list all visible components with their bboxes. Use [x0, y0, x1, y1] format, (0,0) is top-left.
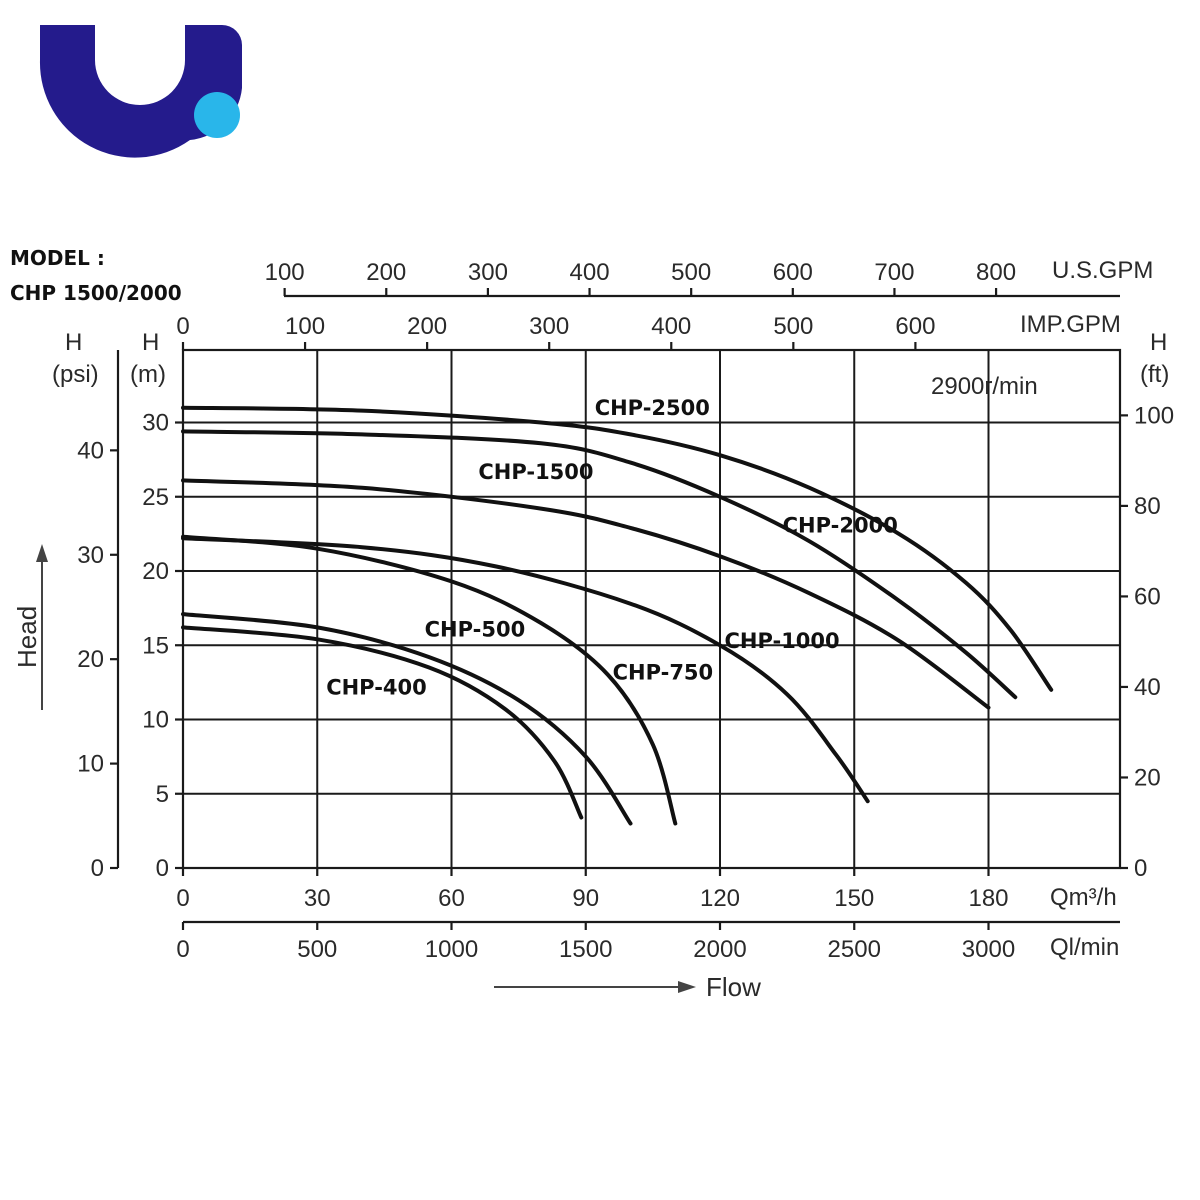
curves — [181, 405, 1054, 826]
curve-label-chp-2500: CHP-2500 — [595, 396, 710, 420]
curve-chp-750 — [181, 534, 678, 826]
m-axis-tick-label: 30 — [142, 410, 169, 437]
usgpm-axis-tick-label: 500 — [671, 259, 711, 286]
ft-axis-tick-label: 80 — [1134, 493, 1161, 520]
m-axis-tick-label: 0 — [156, 855, 169, 882]
curve-label-chp-750: CHP-750 — [613, 660, 714, 684]
usgpm-axis-tick-label: 300 — [468, 259, 508, 286]
ft-axis-tick-label: 60 — [1134, 583, 1161, 610]
psi-axis-tick-label: 0 — [91, 855, 104, 882]
curve-label-chp-1000: CHP-1000 — [724, 629, 839, 653]
ft-axis-tick-label: 100 — [1134, 402, 1174, 429]
grid — [181, 348, 1122, 870]
usgpm-axis-tick-label: 700 — [874, 259, 914, 286]
impgpm-axis-tick-label: 600 — [895, 313, 935, 340]
m3h-unit-label: Qm³/h — [1050, 884, 1117, 911]
psi-axis-tick-label: 40 — [77, 437, 104, 464]
lmin-axis-tick-label: 3000 — [962, 936, 1015, 963]
m-axis-label-top: H — [142, 329, 159, 356]
psi-axis-tick-label: 10 — [77, 751, 104, 778]
m3h-axis-tick-label: 60 — [438, 885, 465, 912]
impgpm-unit-label: IMP.GPM — [1020, 311, 1121, 338]
curve-chp-2500 — [181, 405, 1054, 692]
m3h-axis-tick-label: 0 — [176, 885, 189, 912]
usgpm-axis-tick-label: 400 — [570, 259, 610, 286]
ft-axis-label-top: H — [1150, 329, 1167, 356]
plot-frame — [181, 348, 1122, 870]
m3h-axis-tick-label: 30 — [304, 885, 331, 912]
head-arrow-icon — [36, 544, 48, 562]
lmin-axis-tick-label: 1000 — [425, 936, 478, 963]
curve-chp-400 — [181, 625, 584, 820]
curve-labels: CHP-2500 CHP-2000 CHP-1500 CHP-1000 CHP-750 C… — [326, 396, 898, 699]
ft-axis-tick-label: 20 — [1134, 764, 1161, 791]
curve-label-chp-1500: CHP-1500 — [478, 460, 593, 484]
speed-label: 2900r/min — [931, 373, 1038, 400]
head-axis-title: Head — [12, 606, 42, 668]
impgpm-axis-tick-label: 200 — [407, 313, 447, 340]
m-axis-tick-label: 25 — [142, 484, 169, 511]
impgpm-axis-tick-label: 0 — [176, 313, 189, 340]
lmin-axis-tick-label: 0 — [176, 936, 189, 963]
m-axis-label-unit: (m) — [130, 361, 166, 388]
ft-axis-label-unit: (ft) — [1140, 361, 1169, 388]
lmin-unit-label: Ql/min — [1050, 934, 1119, 961]
curve-chp-2000 — [181, 429, 1018, 700]
lmin-axis-tick-label: 2000 — [693, 936, 746, 963]
ft-axis-tick-label: 40 — [1134, 674, 1161, 701]
curve-label-chp-400: CHP-400 — [326, 675, 427, 699]
m3h-axis-tick-label: 90 — [572, 885, 599, 912]
usgpm-axis-tick-label: 600 — [773, 259, 813, 286]
usgpm-axis-tick-label: 800 — [976, 259, 1016, 286]
curve-chp-500 — [181, 612, 633, 826]
m-axis-tick-label: 15 — [142, 632, 169, 659]
psi-axis-tick-label: 20 — [77, 646, 104, 673]
psi-axis-label-unit: (psi) — [52, 361, 99, 388]
psi-axis-tick-label: 30 — [77, 542, 104, 569]
logo-dot — [194, 92, 240, 138]
ft-axis-tick-label: 0 — [1134, 855, 1147, 882]
curve-chp-1000 — [181, 536, 870, 804]
curve-label-chp-500: CHP-500 — [425, 617, 526, 641]
usgpm-axis-tick-label: 200 — [366, 259, 406, 286]
curve-label-chp-2000: CHP-2000 — [783, 513, 898, 537]
lmin-axis-tick-label: 1500 — [559, 936, 612, 963]
flow-axis-title: Flow — [706, 972, 761, 1002]
logo-hook-shape — [39, 25, 243, 158]
model-label-line1: MODEL : — [10, 246, 105, 270]
curve-chp-1500 — [181, 478, 991, 710]
impgpm-axis-tick-label: 100 — [285, 313, 325, 340]
lmin-axis-tick-label: 2500 — [828, 936, 881, 963]
model-label-line2: CHP 1500/2000 — [10, 281, 182, 305]
impgpm-axis-tick-label: 300 — [529, 313, 569, 340]
usgpm-axis-tick-label: 100 — [265, 259, 305, 286]
m-axis-tick-label: 10 — [142, 707, 169, 734]
lmin-axis-tick-label: 500 — [297, 936, 337, 963]
usgpm-unit-label: U.S.GPM — [1052, 257, 1153, 284]
flow-arrow-icon — [678, 981, 696, 993]
m-axis-tick-label: 5 — [156, 781, 169, 808]
impgpm-axis-tick-label: 400 — [651, 313, 691, 340]
psi-axis-label-top: H — [65, 329, 82, 356]
m3h-axis-tick-label: 150 — [834, 885, 874, 912]
m3h-axis-tick-label: 180 — [968, 885, 1008, 912]
m-axis-tick-label: 20 — [142, 558, 169, 585]
brand-logo — [39, 25, 243, 158]
m3h-axis-tick-label: 120 — [700, 885, 740, 912]
impgpm-axis-tick-label: 500 — [773, 313, 813, 340]
